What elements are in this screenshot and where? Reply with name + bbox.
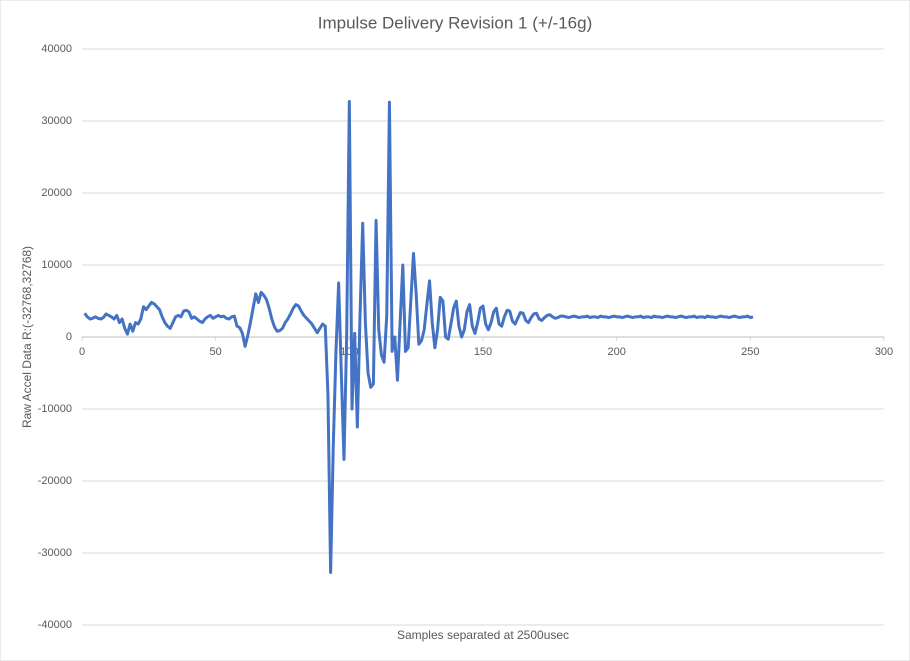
y-tick-label: 30000 — [41, 115, 72, 127]
y-tick-label: 40000 — [41, 43, 72, 55]
x-tick-label: 0 — [79, 346, 85, 358]
y-tick-label: -30000 — [38, 547, 72, 559]
x-tick-label: 50 — [210, 346, 222, 358]
x-tick-label: 300 — [875, 346, 893, 358]
y-tick-label: 20000 — [41, 187, 72, 199]
x-tick-label: 200 — [607, 346, 625, 358]
y-tick-label: -40000 — [38, 619, 72, 631]
x-tick-label: 150 — [474, 346, 492, 358]
data-line — [83, 100, 754, 574]
chart-title: Impulse Delivery Revision 1 (+/-16g) — [318, 13, 592, 32]
x-tick-label: 250 — [741, 346, 759, 358]
y-axis-title: Raw Accel Data R:(-32768,32768) — [20, 246, 34, 428]
y-tick-label: -10000 — [38, 403, 72, 415]
y-tick-label: 0 — [66, 331, 72, 343]
x-axis-title: Samples separated at 2500usec — [397, 628, 569, 642]
y-tick-label: 10000 — [41, 259, 72, 271]
y-tick-label: -20000 — [38, 475, 72, 487]
